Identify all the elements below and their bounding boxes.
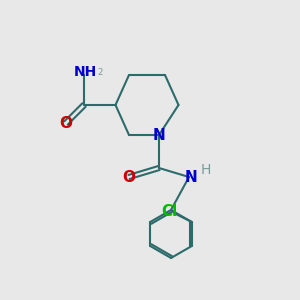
Text: NH: NH xyxy=(74,65,97,79)
Text: N: N xyxy=(153,128,165,142)
Text: O: O xyxy=(59,116,73,130)
Text: O: O xyxy=(122,169,136,184)
Text: Cl: Cl xyxy=(161,204,177,219)
Text: $_2$: $_2$ xyxy=(97,65,103,79)
Text: N: N xyxy=(184,169,197,184)
Text: H: H xyxy=(200,163,211,176)
